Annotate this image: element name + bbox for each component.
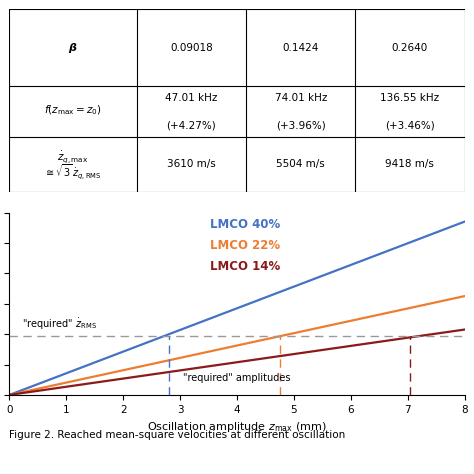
Text: "required" amplitudes: "required" amplitudes	[183, 373, 291, 383]
Text: $\dot{z}_{q,\mathrm{max}}$: $\dot{z}_{q,\mathrm{max}}$	[57, 149, 89, 165]
Text: (+3.46%): (+3.46%)	[385, 120, 435, 130]
Text: (+4.27%): (+4.27%)	[167, 120, 216, 130]
Text: LMCO 14%: LMCO 14%	[210, 260, 280, 273]
Text: $\cong \sqrt{3}\,\dot{z}_{q,\mathrm{RMS}}$: $\cong \sqrt{3}\,\dot{z}_{q,\mathrm{RMS}…	[45, 162, 102, 181]
Text: 5504 m/s: 5504 m/s	[276, 159, 325, 170]
Text: 0.2640: 0.2640	[392, 43, 428, 53]
Text: 136.55 kHz: 136.55 kHz	[380, 93, 439, 103]
Text: 0.1424: 0.1424	[283, 43, 319, 53]
Text: 74.01 kHz: 74.01 kHz	[274, 93, 327, 103]
Text: (+3.96%): (+3.96%)	[276, 120, 326, 130]
Text: 47.01 kHz: 47.01 kHz	[165, 93, 218, 103]
Text: 3610 m/s: 3610 m/s	[167, 159, 216, 170]
Text: 9418 m/s: 9418 m/s	[385, 159, 434, 170]
Text: Figure 2. Reached mean-square velocities at different oscillation: Figure 2. Reached mean-square velocities…	[9, 430, 346, 440]
Text: "required" $\dot{z}_\mathrm{RMS}$: "required" $\dot{z}_\mathrm{RMS}$	[22, 317, 97, 332]
X-axis label: Oscillation amplitude $z_\mathrm{max}$ (mm): Oscillation amplitude $z_\mathrm{max}$ (…	[147, 420, 327, 434]
Text: LMCO 22%: LMCO 22%	[210, 239, 280, 252]
Text: 0.09018: 0.09018	[170, 43, 213, 53]
Text: $\boldsymbol{\beta}$: $\boldsymbol{\beta}$	[68, 41, 78, 55]
Text: $f(z_\mathrm{max}=z_0)$: $f(z_\mathrm{max}=z_0)$	[45, 103, 102, 117]
Text: LMCO 40%: LMCO 40%	[210, 218, 280, 231]
